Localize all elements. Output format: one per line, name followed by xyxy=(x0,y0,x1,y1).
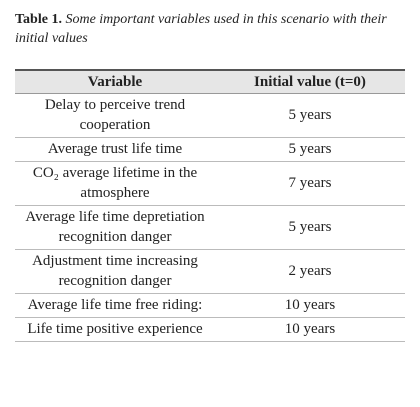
value-cell: 5 years xyxy=(215,205,405,250)
variable-cell: Average trust life time xyxy=(15,137,215,162)
header-cell: Initial value (t=0) xyxy=(215,69,405,94)
value-cell: 5 years xyxy=(215,137,405,162)
table-body: Delay to perceive trend cooperation 5 yea… xyxy=(15,93,405,342)
value-cell: 2 years xyxy=(215,249,405,294)
caption-label: Table 1. xyxy=(15,12,62,27)
variable-cell: Life time positive experience xyxy=(15,317,215,342)
table-row: Average life time depretiation recogniti… xyxy=(15,205,405,250)
variable-cell: Delay to perceive trend cooperation xyxy=(15,93,215,138)
variable-text: Average life time free riding: xyxy=(27,297,203,313)
variable-cell: Average life time free riding: xyxy=(15,293,215,318)
variable-text: CO₂ average lifetime in the atmosphere xyxy=(32,165,198,201)
header-row: Variable Initial value (t=0) xyxy=(15,69,405,94)
table-row: Delay to perceive trend cooperation 5 yea… xyxy=(15,93,405,138)
variable-text: Life time positive experience xyxy=(27,321,203,337)
value-cell: 7 years xyxy=(215,161,405,206)
variable-cell: Adjustment time increasing recognition d… xyxy=(15,249,215,294)
value-cell: 10 years xyxy=(215,293,405,318)
table-row: Average trust life time 5 years xyxy=(15,137,405,162)
variable-cell: CO₂ average lifetime in the atmosphere xyxy=(15,161,215,206)
value-cell: 5 years xyxy=(215,93,405,138)
table-caption: Table 1. Some important variables used i… xyxy=(15,10,410,48)
header-cell: Variable xyxy=(15,69,215,94)
value-cell: 10 years xyxy=(215,317,405,342)
caption-text: Some important variables used in this sc… xyxy=(15,12,387,46)
variables-table: Variable Initial value (t=0) Delay to pe… xyxy=(15,69,405,342)
variable-text: Average life time depretiation recogniti… xyxy=(25,209,205,245)
table-row: Adjustment time increasing recognition d… xyxy=(15,249,405,294)
table-row: Average life time free riding: 10 years xyxy=(15,293,405,318)
table-row: Life time positive experience 10 years xyxy=(15,317,405,342)
variable-text: Delay to perceive trend cooperation xyxy=(44,97,186,133)
variable-text: Adjustment time increasing recognition d… xyxy=(32,253,198,289)
table-row: CO₂ average lifetime in the atmosphere 7 … xyxy=(15,161,405,206)
variable-cell: Average life time depretiation recogniti… xyxy=(15,205,215,250)
variable-text: Average trust life time xyxy=(47,141,183,157)
